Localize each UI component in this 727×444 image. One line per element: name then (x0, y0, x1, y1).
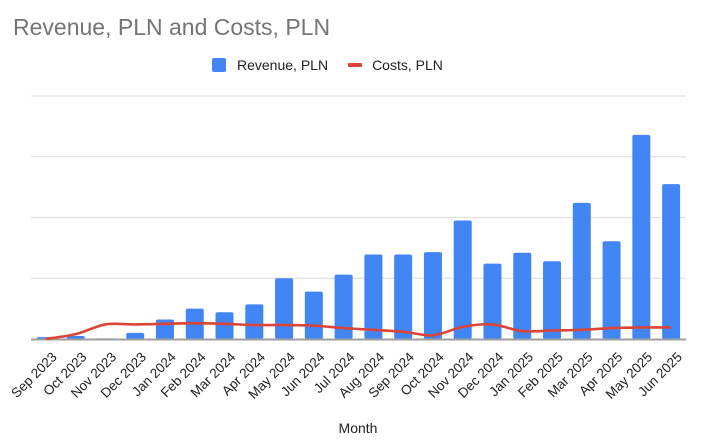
revenue-bar[interactable] (632, 134, 651, 339)
revenue-bar[interactable] (453, 220, 472, 339)
x-axis-title: Month (338, 420, 378, 436)
revenue-bar[interactable] (602, 241, 621, 339)
legend-item-costs[interactable]: Costs, PLN (348, 57, 443, 73)
legend-swatch-costs (348, 63, 363, 67)
revenue-bar[interactable] (423, 252, 442, 339)
revenue-bar[interactable] (394, 254, 413, 339)
revenue-bar[interactable] (275, 278, 294, 339)
revenue-bar[interactable] (543, 261, 562, 339)
legend-swatch-revenue (212, 58, 226, 72)
legend-item-revenue[interactable]: Revenue, PLN (212, 57, 328, 73)
revenue-bar[interactable] (364, 254, 383, 339)
legend-label-revenue: Revenue, PLN (237, 57, 329, 73)
chart-title: Revenue, PLN and Costs, PLN (13, 14, 331, 40)
revenue-bar[interactable] (215, 312, 234, 339)
revenue-bar[interactable] (66, 335, 85, 339)
revenue-bar[interactable] (513, 252, 532, 339)
legend: Revenue, PLN Costs, PLN (212, 57, 463, 73)
legend-label-costs: Costs, PLN (372, 57, 443, 73)
revenue-bar[interactable] (245, 304, 264, 339)
revenue-bar[interactable] (334, 274, 353, 339)
revenue-bar[interactable] (126, 332, 145, 339)
revenue-bar[interactable] (304, 291, 323, 339)
revenue-bar[interactable] (662, 184, 681, 339)
costs-line[interactable] (45, 321, 672, 341)
revenue-bar[interactable] (483, 263, 502, 339)
revenue-bar[interactable] (572, 202, 591, 339)
